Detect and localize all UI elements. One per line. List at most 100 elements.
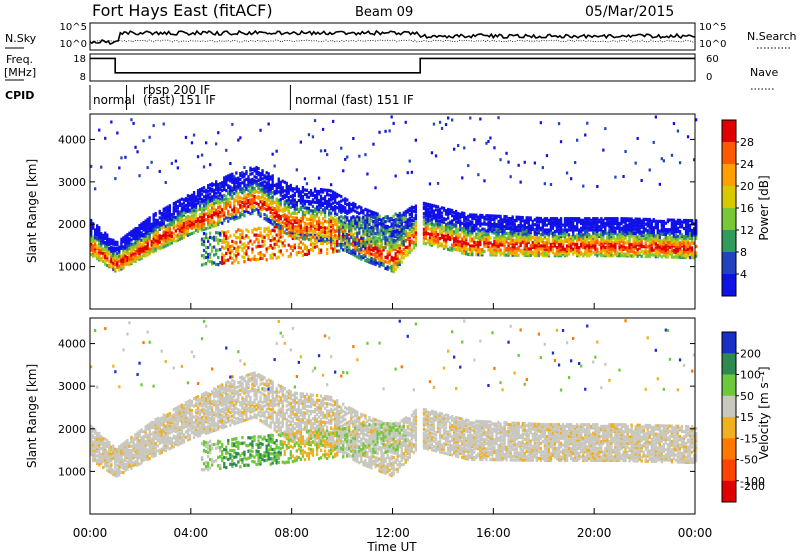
- power-cell: [531, 219, 534, 223]
- power-cell: [336, 220, 339, 224]
- power-cell: [259, 208, 262, 212]
- power-cell: [451, 229, 454, 233]
- power-cell: [338, 193, 341, 198]
- power-cell: [279, 235, 282, 239]
- power-cell: [507, 246, 510, 251]
- power-cell: [289, 201, 292, 205]
- power-cell: [438, 223, 442, 227]
- power-cell: [493, 146, 496, 150]
- power-cell: [388, 252, 391, 256]
- power-cell: [380, 229, 383, 233]
- power-cell: [319, 250, 323, 254]
- power-cell: [326, 251, 329, 255]
- power-cell: [198, 189, 202, 194]
- power-cell: [176, 204, 179, 208]
- power-cell: [378, 246, 381, 250]
- power-cell: [523, 253, 526, 257]
- power-cell: [517, 248, 520, 252]
- power-cell: [104, 136, 107, 140]
- power-cell: [376, 241, 379, 245]
- power-cell: [469, 251, 472, 255]
- power-cell: [200, 188, 204, 193]
- power-cell: [281, 241, 284, 245]
- power-cell: [249, 258, 252, 262]
- power-cell: [263, 229, 266, 233]
- power-cell: [578, 246, 581, 250]
- power-cell: [172, 238, 175, 242]
- power-cell: [190, 221, 194, 225]
- power-cell: [164, 213, 167, 217]
- power-cell: [489, 246, 492, 250]
- power-cell: [430, 203, 434, 207]
- power-cell: [166, 213, 169, 217]
- power-cell: [479, 220, 482, 224]
- power-cell: [576, 242, 579, 246]
- power-cell: [501, 221, 504, 225]
- power-cell: [267, 180, 270, 184]
- power-cell: [227, 176, 230, 180]
- power-cell: [198, 197, 202, 201]
- power-cell: [265, 208, 268, 212]
- power-cell: [525, 221, 528, 225]
- power-cell: [370, 225, 373, 229]
- power-cell: [275, 214, 278, 218]
- power-cell: [200, 212, 204, 216]
- power-cell: [350, 242, 353, 246]
- power-cell: [372, 240, 375, 244]
- power-cell: [188, 219, 192, 223]
- power-cell: [561, 234, 565, 238]
- power-cell: [233, 207, 236, 211]
- power-cell: [170, 231, 173, 235]
- power-cell: [299, 201, 302, 205]
- power-cell: [285, 214, 288, 218]
- power-cell: [287, 196, 290, 200]
- power-cell: [622, 252, 625, 256]
- power-cell: [235, 187, 238, 191]
- power-cell: [370, 256, 373, 261]
- power-cell: [396, 236, 399, 240]
- power-cell: [211, 202, 214, 206]
- power-cell: [394, 247, 397, 252]
- power-cell: [545, 252, 549, 256]
- power-cell: [440, 234, 444, 238]
- power-cell: [513, 247, 516, 251]
- power-cell: [602, 225, 605, 229]
- power-cell: [485, 239, 488, 243]
- power-cell: [408, 218, 411, 222]
- power-cell: [384, 220, 387, 224]
- power-cell: [493, 253, 496, 257]
- power-cell: [511, 250, 514, 254]
- power-cell: [507, 248, 510, 252]
- power-cell: [509, 228, 512, 232]
- power-cell: [186, 199, 190, 203]
- power-cell: [598, 233, 601, 237]
- power-cell: [440, 211, 444, 215]
- power-cell: [451, 208, 454, 213]
- power-cell: [180, 212, 184, 216]
- power-cell: [338, 249, 341, 253]
- power-cell: [94, 232, 97, 236]
- power-cell: [247, 229, 250, 233]
- power-cell: [523, 219, 526, 223]
- power-cell: [541, 237, 544, 242]
- power-cell: [198, 193, 202, 197]
- power-cell: [618, 233, 621, 237]
- power-cell: [457, 212, 460, 216]
- power-cell: [372, 262, 375, 266]
- power-cell: [610, 239, 613, 243]
- power-cell: [509, 240, 512, 244]
- power-cell: [319, 230, 323, 234]
- power-cell: [358, 211, 361, 216]
- power-cell: [527, 231, 530, 235]
- power-cell: [239, 136, 242, 140]
- power-cell: [194, 212, 198, 217]
- power-cell: [293, 225, 296, 229]
- power-cell: [340, 243, 343, 247]
- power-cell: [489, 236, 492, 240]
- power-cell: [471, 247, 474, 252]
- power-cell: [388, 235, 391, 239]
- power-cell: [592, 246, 595, 250]
- power-cell: [184, 209, 188, 213]
- power-cell: [612, 254, 615, 258]
- power-cell: [432, 232, 436, 236]
